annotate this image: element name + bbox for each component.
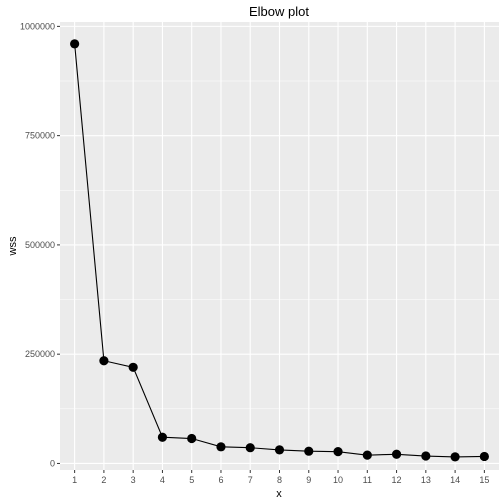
data-point-4 xyxy=(157,432,168,442)
x-tick-label: 4 xyxy=(160,475,165,485)
y-tick-label: 500000 xyxy=(25,240,55,250)
x-tick-label: 2 xyxy=(101,475,106,485)
x-tick-label: 11 xyxy=(363,475,372,485)
data-point-14 xyxy=(450,452,460,462)
data-point-11 xyxy=(362,450,372,460)
data-point-13 xyxy=(421,451,431,461)
x-tick-label: 14 xyxy=(450,475,460,485)
y-axis-title: wss xyxy=(7,236,19,256)
x-tick-label: 3 xyxy=(131,475,136,485)
x-tick-label: 15 xyxy=(479,475,489,485)
x-axis: 1 2 3 4 5 6 7 8 9 10 11 12 13 14 15 xyxy=(72,470,489,485)
data-point-12 xyxy=(391,449,402,459)
major-grid xyxy=(60,22,499,470)
y-tick-label: 750000 xyxy=(25,131,55,141)
x-tick-label: 1 xyxy=(72,475,77,485)
x-tick-label: 10 xyxy=(333,475,343,485)
data-point-10 xyxy=(333,447,343,457)
x-tick-label: 12 xyxy=(392,475,402,485)
x-tick-label: 7 xyxy=(248,475,253,485)
chart-title: Elbow plot xyxy=(249,4,309,19)
data-point-15 xyxy=(479,451,489,462)
x-tick-label: 5 xyxy=(189,475,194,485)
y-tick-label: 250000 xyxy=(25,349,55,359)
data-point-3 xyxy=(128,362,138,372)
x-tick-label: 13 xyxy=(421,475,431,485)
data-point-5 xyxy=(187,433,197,444)
data-point-9 xyxy=(304,446,314,456)
data-point-1 xyxy=(70,39,80,49)
y-axis: 0 250000 500000 750000 1000000 xyxy=(20,21,60,468)
x-tick-label: 8 xyxy=(277,475,282,485)
data-point-7 xyxy=(245,443,255,453)
data-point-6 xyxy=(216,442,226,452)
y-tick-label: 0 xyxy=(50,458,55,468)
wss-points xyxy=(70,39,489,462)
x-tick-label: 9 xyxy=(306,475,311,485)
x-tick-label: 6 xyxy=(218,475,223,485)
data-point-8 xyxy=(274,445,285,455)
x-axis-title: x xyxy=(276,488,282,500)
data-point-2 xyxy=(99,356,109,366)
y-tick-label: 1000000 xyxy=(20,21,55,31)
